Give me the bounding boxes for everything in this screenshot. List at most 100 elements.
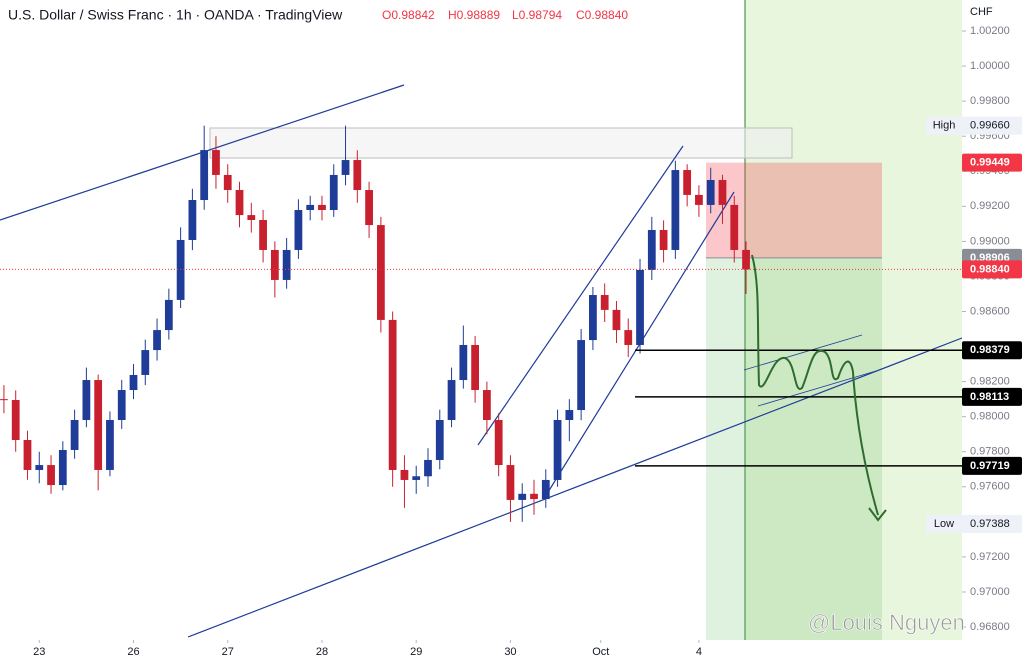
y-tick-label: 1.00000 <box>970 60 1010 72</box>
candle-body <box>730 204 739 250</box>
candle-body <box>553 420 562 480</box>
price-badge <box>962 260 1022 279</box>
position-tool <box>706 162 882 640</box>
x-tick-label: 29 <box>410 646 422 658</box>
candle-body <box>530 493 538 500</box>
candle-body <box>683 170 692 195</box>
x-tick-label: 4 <box>696 646 702 658</box>
candle-body <box>353 160 362 191</box>
candle-body <box>94 380 103 470</box>
candle-body <box>659 229 668 250</box>
y-tick-label: 0.98000 <box>970 411 1010 423</box>
extreme-value: 0.99660 <box>970 120 1010 132</box>
candle-body <box>82 380 91 421</box>
price-badge <box>962 387 1022 406</box>
candle-body <box>106 420 114 470</box>
candle-body <box>153 330 161 351</box>
price-badge <box>962 341 1022 360</box>
candle-body <box>565 410 574 421</box>
candle-body <box>624 330 633 345</box>
price-badge <box>962 153 1022 172</box>
zones <box>209 0 962 640</box>
candle-body <box>483 390 491 421</box>
y-tick-label: 0.97200 <box>970 551 1010 563</box>
candle-body <box>235 190 244 216</box>
candle-body <box>270 249 279 280</box>
candle-body <box>447 380 456 421</box>
candle-body <box>318 204 326 211</box>
y-tick-label: 0.99000 <box>970 235 1010 247</box>
levels <box>0 268 962 467</box>
price-badge-label: 0.98840 <box>970 263 1010 275</box>
candle-body <box>718 180 727 205</box>
watermark: @Louis Nguyen <box>808 610 965 635</box>
candle-body <box>376 225 385 320</box>
y-tick-label: 0.98200 <box>970 376 1010 388</box>
x-tick-label: 27 <box>222 646 234 658</box>
candle-body <box>188 200 197 240</box>
candle-body <box>541 479 550 500</box>
y-tick-label: 0.97800 <box>970 446 1010 458</box>
candle-body <box>577 340 586 411</box>
candle-body <box>47 465 55 486</box>
chart-title: U.S. Dollar / Swiss Franc · 1h · OANDA ·… <box>8 7 343 23</box>
candle-body <box>400 469 409 480</box>
candle-body <box>459 344 468 381</box>
y-tick-label: 0.99200 <box>970 200 1010 212</box>
y-tick-label: 0.98600 <box>970 305 1010 317</box>
extreme-name: Low <box>934 518 954 530</box>
x-tick-label: 28 <box>316 646 328 658</box>
candle-body <box>612 309 621 331</box>
candle-body <box>695 194 703 205</box>
trend-line <box>187 337 963 638</box>
price-badge-label: 0.97719 <box>970 460 1010 472</box>
candle-body <box>412 476 421 480</box>
y-tick-label: 0.97600 <box>970 481 1010 493</box>
y-tick-label: 0.96800 <box>970 621 1010 633</box>
y-tick-label: 1.00200 <box>970 25 1010 37</box>
candle-body <box>365 190 373 226</box>
ohlc-close: C0.98840 <box>576 8 628 22</box>
candle-body <box>329 174 338 211</box>
price-badge-label: 0.98113 <box>970 391 1009 403</box>
channel-line <box>477 145 684 446</box>
target-zone <box>706 257 882 640</box>
candle-body <box>0 399 8 401</box>
candle-body <box>11 400 20 440</box>
candle-body <box>259 219 267 250</box>
candle-body <box>742 249 750 270</box>
extreme-value: 0.97388 <box>970 518 1010 530</box>
candle-body <box>647 229 656 270</box>
candle-body <box>23 439 32 470</box>
candle-body <box>341 160 350 175</box>
x-tick-label: Oct <box>592 646 609 658</box>
extreme-label-box <box>926 116 1022 135</box>
candle-body <box>176 239 185 300</box>
y-tick-label: 0.99800 <box>970 95 1010 107</box>
x-tick-label: 26 <box>127 646 139 658</box>
candle-body <box>471 344 479 391</box>
candle-body <box>58 449 67 486</box>
candle-body <box>306 204 315 211</box>
candle-body <box>35 465 44 470</box>
x-tick-label: 30 <box>504 646 516 658</box>
price-badge-label: 0.98379 <box>970 344 1010 356</box>
resistance-zone <box>209 127 793 159</box>
future-zone <box>745 0 962 640</box>
candle-body <box>424 459 432 477</box>
candle-body <box>600 295 609 310</box>
ohlc-open: O0.98842 <box>382 8 435 22</box>
price-badge <box>962 456 1022 475</box>
candle-body <box>518 493 527 500</box>
candle-body <box>247 215 256 220</box>
candles <box>0 125 750 522</box>
candle-body <box>212 150 220 175</box>
candle-body <box>70 420 79 450</box>
candle-body <box>435 420 444 460</box>
candle-body <box>200 150 209 201</box>
candle-body <box>141 350 150 375</box>
candle-body <box>494 420 503 466</box>
price-axis: 1.002001.000000.998000.996000.994000.992… <box>926 25 1022 633</box>
